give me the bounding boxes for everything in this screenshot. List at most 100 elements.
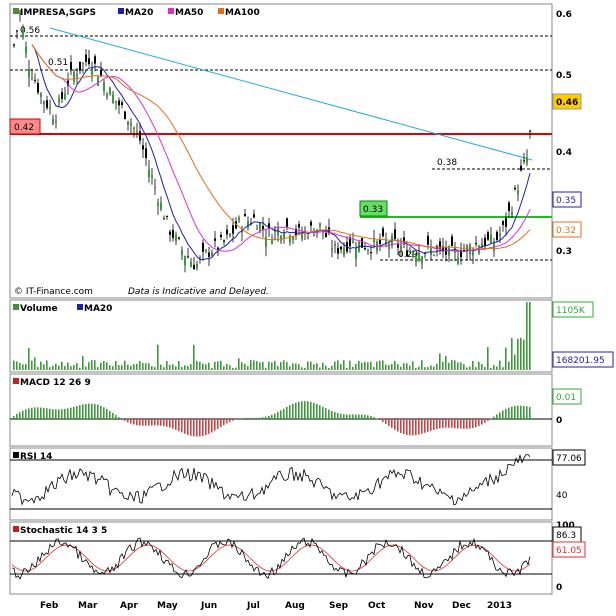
macd-bar [352, 414, 354, 419]
macd-bar [502, 410, 504, 419]
disclaimer-text: Data is Indicative and Delayed. [128, 287, 269, 297]
macd-bar [175, 419, 177, 430]
volume-bar [382, 360, 384, 370]
volume-bar [484, 366, 486, 370]
macd-bar [463, 419, 465, 429]
stoch-label: Stochastic 14 3 5 [20, 526, 107, 536]
xlabel-nov: Nov [414, 601, 434, 611]
volume-bar [178, 360, 180, 370]
candle-body [415, 255, 417, 263]
volume-bar [469, 366, 471, 370]
macd-bar [331, 410, 333, 419]
candle-body [121, 102, 123, 105]
candle-body [295, 228, 297, 236]
volume-bar [130, 366, 132, 370]
macd-bar [229, 419, 231, 422]
xlabel-may: May [157, 601, 178, 611]
volume-bar [256, 361, 258, 370]
volume-bar [364, 361, 366, 370]
macd-histogram [13, 401, 531, 437]
volume-bar [319, 367, 321, 370]
macd-bar [355, 414, 357, 419]
candle-body [292, 236, 294, 241]
volume-bar [448, 362, 450, 370]
volume-bar [82, 356, 84, 370]
macd-bar [400, 419, 402, 433]
volume-bar [43, 364, 45, 370]
volume-bar [517, 338, 519, 370]
volume-bar [13, 360, 15, 370]
macd-bar [436, 419, 438, 429]
ytick-04: 0.4 [556, 148, 572, 158]
candle-body [235, 221, 237, 229]
macd-bar [220, 419, 222, 428]
volume-bar [115, 361, 117, 370]
volume-bar [472, 360, 474, 370]
candle-body [25, 46, 27, 54]
macd-bar [235, 419, 237, 420]
candle-body [103, 82, 105, 91]
candle-body [70, 62, 72, 70]
macd-bar [520, 405, 522, 419]
candle-body [160, 202, 162, 210]
stoch-d-value: 61.05 [556, 546, 582, 556]
volume-bar [328, 367, 330, 370]
volume-bar [193, 344, 195, 370]
volume-ma-box [552, 351, 614, 368]
main-panel [9, 3, 553, 299]
volume-bar [310, 361, 312, 370]
volume-panel [9, 299, 553, 373]
x-axis: Feb Mar Apr May Jun Jul Aug Sep Oct Nov … [40, 601, 512, 611]
macd-bar [40, 407, 42, 419]
volume-bar [331, 365, 333, 370]
volume-bar [355, 363, 357, 370]
macd-bar [478, 419, 480, 427]
macd-bar [196, 419, 198, 437]
resistance-box [9, 118, 41, 135]
candle-body [502, 221, 504, 225]
candle-body [22, 29, 24, 38]
volume-bar [361, 362, 363, 370]
macd-bar [169, 419, 171, 428]
xlabel-dec: Dec [452, 601, 471, 611]
candle-body [499, 234, 501, 236]
macd-bar [31, 407, 33, 419]
volume-bar [508, 361, 510, 370]
volume-bar [154, 367, 156, 370]
stoch-panel [9, 521, 553, 595]
volume-bar [100, 362, 102, 370]
volume-bar [199, 361, 201, 370]
volume-bar [226, 363, 228, 370]
macd-bar [316, 403, 318, 419]
volume-bar [478, 361, 480, 370]
macd-bar [259, 417, 261, 419]
candle-body [118, 100, 120, 106]
macd-bar [127, 419, 129, 423]
legend-swatch-ma100 [218, 8, 224, 14]
volume-bar [358, 360, 360, 370]
candle-body [133, 127, 135, 130]
xlabel-oct: Oct [368, 601, 386, 611]
volume-bar [433, 366, 435, 370]
candle-body [511, 211, 513, 215]
annotation-051: 0.51 [48, 58, 68, 68]
candle-body [58, 98, 60, 103]
macd-bar [343, 414, 345, 419]
macd-bar [340, 413, 342, 419]
volume-bar [427, 367, 429, 370]
macd-bar [385, 419, 387, 424]
macd-bar [325, 408, 327, 419]
volume-bar [334, 361, 336, 370]
macd-bar [526, 406, 528, 419]
legend-ma100: MA100 [225, 8, 260, 18]
macd-bar [163, 419, 165, 427]
candle-body [403, 237, 405, 243]
volume-bar [214, 361, 216, 370]
volume-bar [349, 360, 351, 370]
volume-bar [133, 364, 135, 370]
volume-bar [301, 367, 303, 370]
volume-bar [64, 366, 66, 370]
macd-bar [199, 419, 201, 437]
legend-swatch-main [13, 8, 19, 14]
macd-bar [55, 409, 57, 419]
